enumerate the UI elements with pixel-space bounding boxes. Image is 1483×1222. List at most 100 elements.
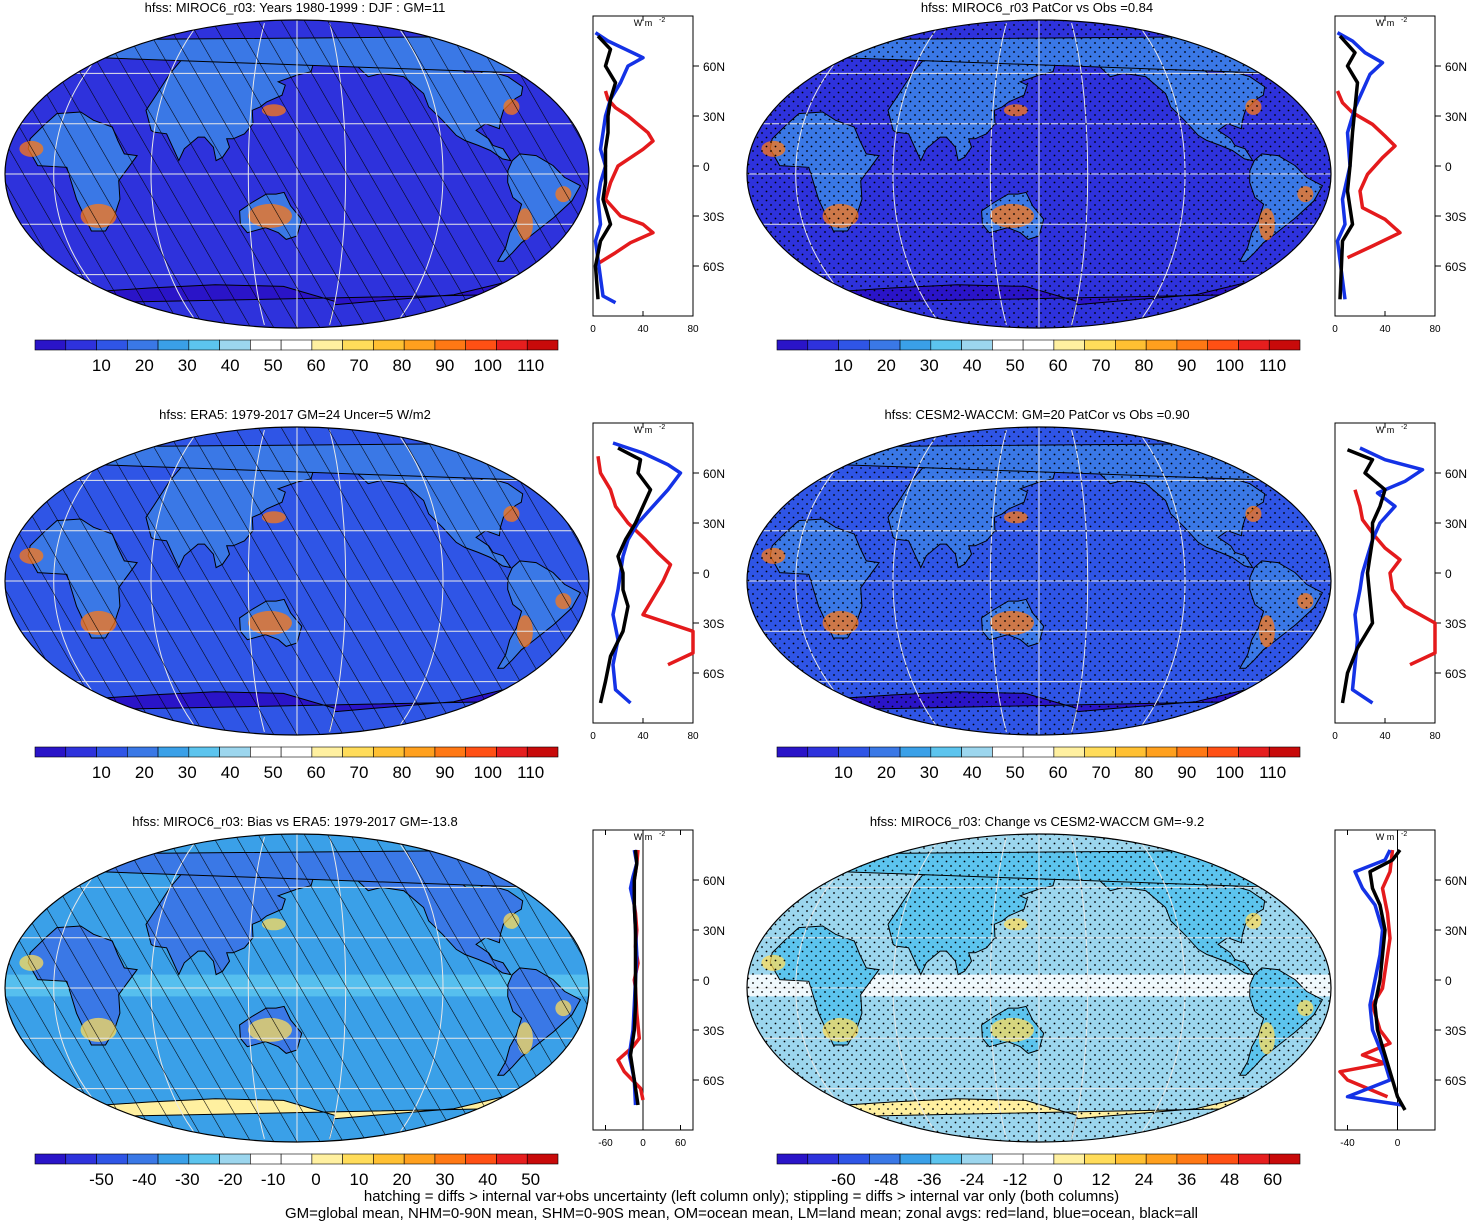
colorbar-label: 20: [877, 356, 896, 374]
colorbar-label: 10: [834, 763, 853, 781]
colorbar-label: 80: [1134, 763, 1153, 781]
x-label: 80: [1429, 731, 1441, 742]
colorbar-label: 40: [221, 763, 240, 781]
colorbar-cell: [526, 746, 559, 758]
lat-label: 60S: [1445, 1074, 1466, 1088]
zonal-line-all: [628, 849, 640, 1106]
colorbar-cell: [496, 339, 528, 351]
colorbar-label: 30: [178, 763, 197, 781]
map-field: [747, 834, 1331, 1142]
panel-title: hfss: ERA5: 1979-2017 GM=24 Uncer=5 W/m2: [159, 407, 431, 422]
colorbar-cell: [838, 1153, 870, 1165]
lat-label: 0: [1445, 974, 1452, 988]
colorbar-cell: [526, 1153, 559, 1165]
colorbar-label: 30: [435, 1170, 454, 1188]
x-label: -60: [598, 1138, 613, 1149]
x-label: 60: [675, 1138, 687, 1149]
map-field: [5, 427, 589, 735]
lat-label: 60N: [703, 60, 725, 74]
colorbar-cell: [1268, 746, 1301, 758]
colorbar-cell: [1115, 339, 1147, 351]
colorbar-cell: [992, 1153, 1024, 1165]
map-border: [746, 833, 1332, 1143]
colorbar: -50 -40 -30 -20 -10 0 10 20 30 40 50: [34, 1153, 559, 1188]
lat-label: 30N: [703, 517, 725, 531]
colorbar-cell: [1268, 1153, 1301, 1165]
stippling-overlay: [747, 427, 1331, 735]
colorbar-cell: [250, 339, 282, 351]
colorbar-cell: [1053, 1153, 1085, 1165]
caption-line-2: GM=global mean, NHM=0-90N mean, SHM=0-90…: [284, 1205, 1198, 1222]
colorbar-label: 60: [1049, 763, 1068, 781]
panel-title: hfss: MIROC6_r03: Bias vs ERA5: 1979-201…: [132, 814, 458, 829]
colorbar-label: 10: [92, 763, 111, 781]
colorbar-label: 20: [135, 763, 154, 781]
colorbar-cell: [403, 746, 436, 758]
world-map: [4, 19, 590, 329]
world-map: [746, 426, 1332, 736]
colorbar-cell: [65, 746, 97, 758]
colorbar-cell: [34, 746, 67, 758]
colorbar-cell: [126, 1153, 159, 1165]
colorbar-label: 110: [517, 763, 544, 781]
colorbar-cell: [280, 339, 313, 351]
lat-label: 60S: [1445, 667, 1466, 681]
zonal-unit: W m: [634, 425, 653, 435]
caption-line-1: hatching = diffs > internal var+obs unce…: [363, 1188, 1120, 1205]
colorbar-cell: [157, 1153, 190, 1165]
zonal-unit-exp: -2: [659, 424, 665, 431]
x-label: 80: [687, 324, 699, 335]
colorbar: 10 20 30 40 50 60 70 80 90 100 110: [776, 339, 1301, 374]
colorbar-label: -10: [261, 1170, 286, 1188]
lat-label: 60S: [703, 1074, 724, 1088]
colorbar-label: 70: [1092, 763, 1111, 781]
lat-label: 60N: [703, 467, 725, 481]
zonal-line-all: [1338, 34, 1360, 300]
colorbar-cell: [496, 746, 528, 758]
world-map: [4, 426, 590, 736]
colorbar-label: -36: [917, 1170, 942, 1188]
colorbar-cell: [96, 339, 128, 351]
colorbar-label: -30: [175, 1170, 200, 1188]
colorbar-label: 40: [221, 356, 240, 374]
colorbar: 10 20 30 40 50 60 70 80 90 100 110: [34, 339, 559, 374]
lat-label: 60S: [703, 260, 724, 274]
colorbar-label: 0: [1053, 1170, 1062, 1188]
lat-label: 60S: [1445, 260, 1466, 274]
lat-label: 60N: [1445, 60, 1467, 74]
colorbar-cell: [465, 339, 497, 351]
colorbar-cell: [434, 1153, 467, 1165]
colorbar-cell: [868, 1153, 901, 1165]
panel-bias: hfss: MIROC6_r03: Bias vs ERA5: 1979-201…: [0, 814, 741, 1221]
colorbar-label: 100: [474, 763, 502, 781]
colorbar-cell: [373, 339, 405, 351]
map-field: [747, 20, 1331, 328]
colorbar-cell: [776, 1153, 809, 1165]
zonal-mean-plot: W m -2 60N 30N 0 30S 60S -40 0: [1334, 829, 1467, 1149]
colorbar-label: 80: [392, 356, 411, 374]
world-map: [746, 833, 1332, 1143]
colorbar-cell: [1022, 746, 1055, 758]
lat-label: 30N: [1445, 110, 1467, 124]
colorbar-cell: [342, 339, 374, 351]
world-map: [746, 19, 1332, 329]
lat-label: 30S: [1445, 617, 1466, 631]
zonal-line-ocean: [593, 31, 645, 305]
colorbar-cell: [250, 746, 282, 758]
colorbar-cell: [373, 1153, 405, 1165]
colorbar-label: 70: [1092, 356, 1111, 374]
colorbar-cell: [1084, 339, 1116, 351]
colorbar-label: 50: [1006, 356, 1025, 374]
x-label: 0: [590, 324, 596, 335]
colorbar-cell: [1176, 1153, 1209, 1165]
colorbar-label: 70: [350, 763, 369, 781]
colorbar-label: 30: [920, 763, 939, 781]
colorbar-label: -60: [831, 1170, 856, 1188]
colorbar-label: 60: [1263, 1170, 1282, 1188]
colorbar-label: -50: [89, 1170, 114, 1188]
colorbar-cell: [434, 746, 467, 758]
colorbar-label: 20: [877, 763, 896, 781]
colorbar-label: 30: [178, 356, 197, 374]
colorbar-cell: [1115, 1153, 1147, 1165]
colorbar-label: 10: [92, 356, 111, 374]
